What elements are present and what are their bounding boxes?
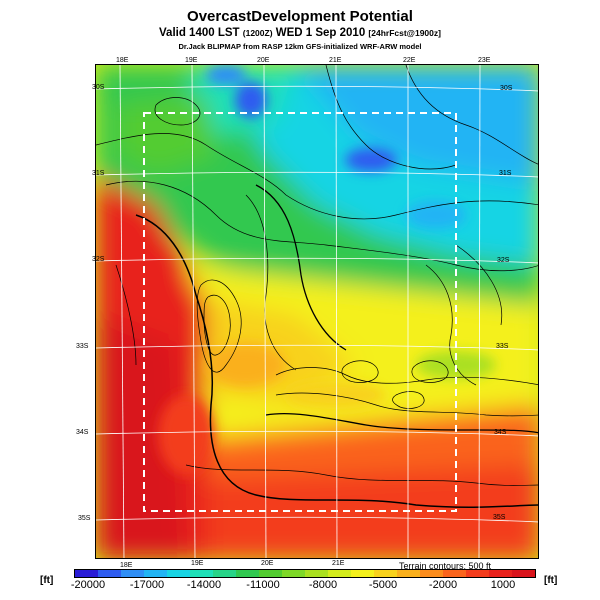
colorbar-swatch — [236, 570, 259, 577]
terrain-contour-note: Terrain contours: 500 ft — [399, 561, 492, 571]
colorbar-unit-right: [ft] — [544, 575, 558, 586]
lon-label: 23E — [478, 57, 491, 64]
colorbar-swatch — [121, 570, 144, 577]
colorbar-swatch — [489, 570, 512, 577]
colorbar-swatch — [512, 570, 535, 577]
colorbar-tick: 1000 — [490, 579, 516, 591]
colorbar-swatch — [259, 570, 282, 577]
colorbar-swatch — [374, 570, 397, 577]
lat-label: 33S — [496, 343, 509, 350]
lon-label: 19E — [191, 560, 204, 567]
colorbar-tick: -20000 — [70, 579, 106, 591]
lon-label: 22E — [403, 57, 416, 64]
colorbar-swatch — [213, 570, 236, 577]
lat-label: 32S — [92, 256, 105, 263]
colorbar-swatch — [75, 570, 98, 577]
overcast-field — [96, 65, 538, 558]
lon-label: 20E — [261, 560, 274, 567]
colorbar-swatch — [420, 570, 443, 577]
colorbar-tick: -8000 — [308, 579, 338, 591]
terrain-contours — [96, 65, 538, 508]
lat-label: 34S — [76, 429, 89, 436]
forecast-map — [95, 64, 539, 559]
valid-utc: (1200Z) — [242, 28, 273, 38]
colorbar — [74, 569, 536, 578]
valid-time-line: Valid 1400 LST (1200Z) WED 1 Sep 2010 [2… — [0, 27, 600, 39]
lat-label: 35S — [493, 514, 506, 521]
lon-label: 21E — [329, 57, 342, 64]
colorbar-swatch — [144, 570, 167, 577]
forecast-info: [24hrFcst@1900z] — [368, 28, 441, 38]
colorbar-swatch — [397, 570, 420, 577]
lon-label: 21E — [332, 560, 345, 567]
lon-label: 20E — [257, 57, 270, 64]
colorbar-tick: -2000 — [428, 579, 458, 591]
lat-lon-grid — [96, 65, 538, 558]
model-credit: Dr.Jack BLIPMAP from RASP 12km GFS-initi… — [178, 42, 422, 51]
inner-domain-boundary — [143, 112, 457, 512]
colorbar-tick: -14000 — [186, 579, 222, 591]
colorbar-swatch — [282, 570, 305, 577]
colorbar-swatch — [190, 570, 213, 577]
lon-label: 19E — [185, 57, 198, 64]
map-canvas — [96, 65, 538, 558]
colorbar-swatch — [351, 570, 374, 577]
map-title: OvercastDevelopment Potential — [187, 8, 413, 25]
lat-label: 30S — [92, 84, 105, 91]
colorbar-tick: -5000 — [368, 579, 398, 591]
lat-label: 32S — [497, 257, 510, 264]
lat-label: 31S — [499, 170, 512, 177]
colorbar-swatch — [167, 570, 190, 577]
lat-label: 33S — [76, 343, 89, 350]
lat-label: 30S — [500, 85, 513, 92]
lon-label: 18E — [120, 562, 133, 569]
colorbar-swatch — [98, 570, 121, 577]
colorbar-swatch — [328, 570, 351, 577]
colorbar-swatch — [305, 570, 328, 577]
colorbar-tick: -11000 — [246, 579, 280, 591]
colorbar-swatch — [443, 570, 466, 577]
lat-label: 34S — [494, 429, 507, 436]
valid-time: Valid 1400 LST — [159, 27, 240, 39]
lat-label: 35S — [78, 515, 91, 522]
colorbar-unit-left: [ft] — [40, 575, 54, 586]
colorbar-tick: -17000 — [129, 579, 165, 591]
lat-label: 31S — [92, 170, 105, 177]
colorbar-swatch — [466, 570, 489, 577]
valid-date: WED 1 Sep 2010 — [275, 27, 366, 39]
lon-label: 18E — [116, 57, 129, 64]
